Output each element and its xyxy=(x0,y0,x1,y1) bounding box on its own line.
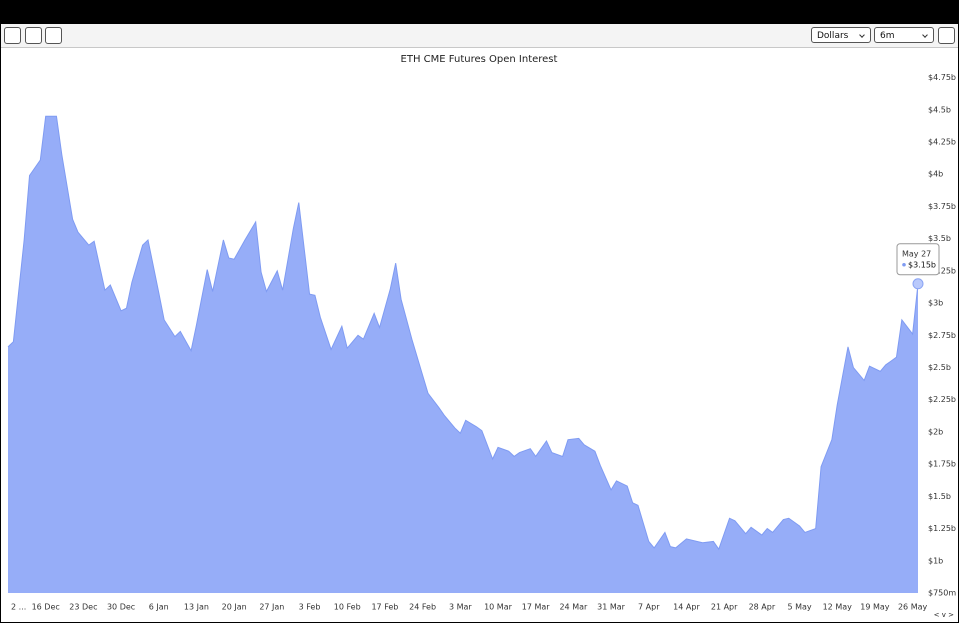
tooltip-date: May 27 xyxy=(902,249,931,258)
unit-select[interactable]: Dollars xyxy=(811,27,871,43)
y-tick-label: $3.75b xyxy=(928,202,956,211)
x-tick-label: 12 May xyxy=(823,603,853,612)
tooltip-swatch xyxy=(902,262,906,267)
x-tick-label: 30 Dec xyxy=(107,603,135,612)
fullscreen-button[interactable] xyxy=(938,27,955,44)
x-tick-label: 26 May xyxy=(898,603,928,612)
copy-button[interactable] xyxy=(25,27,42,44)
y-tick-label: $2.25b xyxy=(928,395,956,404)
x-tick-label: 16 Dec xyxy=(32,603,60,612)
tooltip: May 27 $3.15b xyxy=(896,243,940,276)
y-tick-label: $2b xyxy=(928,427,943,436)
toolbar: Dollars 6m xyxy=(1,24,958,48)
x-tick-label: 24 Mar xyxy=(559,603,588,612)
y-tick-label: $2.5b xyxy=(928,363,951,372)
y-tick-label: $3b xyxy=(928,299,943,308)
x-tick-label: 19 May xyxy=(860,603,890,612)
x-tick-label: 27 Jan xyxy=(259,603,284,612)
x-tick-label: 5 May xyxy=(787,603,811,612)
x-tick-label: 3 Mar xyxy=(449,603,472,612)
x-tick-label: 21 Apr xyxy=(711,603,738,612)
x-tick-label: 28 Apr xyxy=(749,603,776,612)
y-tick-label: $4b xyxy=(928,170,943,179)
x-tick-label: 14 Apr xyxy=(673,603,700,612)
area xyxy=(8,116,918,593)
y-tick-label: $4.25b xyxy=(928,138,956,147)
y-tick-label: $3.25b xyxy=(928,266,956,275)
y-tick-label: $1b xyxy=(928,556,943,565)
x-tick-label: 31 Mar xyxy=(597,603,626,612)
x-tick-label: 7 Apr xyxy=(638,603,660,612)
x-tick-label: 23 Dec xyxy=(69,603,97,612)
y-tick-label: $1.5b xyxy=(928,492,951,501)
y-tick-label: $750m xyxy=(928,589,956,598)
y-tick-label: $4.5b xyxy=(928,105,951,114)
x-tick-label: 20 Jan xyxy=(222,603,247,612)
x-tick-label: 10 Feb xyxy=(334,603,361,612)
x-tick-label: 10 Mar xyxy=(484,603,513,612)
y-tick-label: $1.25b xyxy=(928,524,956,533)
area-line xyxy=(7,115,919,551)
tooltip-box xyxy=(896,243,940,276)
hover-point xyxy=(912,278,924,290)
y-tick-label: $1.75b xyxy=(928,460,956,469)
x-tick-label: 6 Jan xyxy=(149,603,169,612)
x-tick-label: 2 ... xyxy=(11,603,26,612)
range-select[interactable]: 6m xyxy=(874,27,934,43)
x-tick-label: 13 Jan xyxy=(184,603,209,612)
y-tick-label: $2.75b xyxy=(928,331,956,340)
nav-arrows[interactable]: < v > xyxy=(934,611,954,619)
chart-title: ETH CME Futures Open Interest xyxy=(401,54,558,65)
y-tick-label: $3.5b xyxy=(928,234,951,243)
x-tick-label: 17 Mar xyxy=(522,603,551,612)
y-tick-label: $4.75b xyxy=(928,73,956,82)
download-button[interactable] xyxy=(45,27,62,44)
screenshot-button[interactable] xyxy=(4,27,21,44)
x-tick-label: 17 Feb xyxy=(371,603,398,612)
x-tick-label: 24 Feb xyxy=(409,603,436,612)
x-tick-label: 3 Feb xyxy=(299,603,321,612)
tooltip-value: $3.15b xyxy=(908,260,936,269)
